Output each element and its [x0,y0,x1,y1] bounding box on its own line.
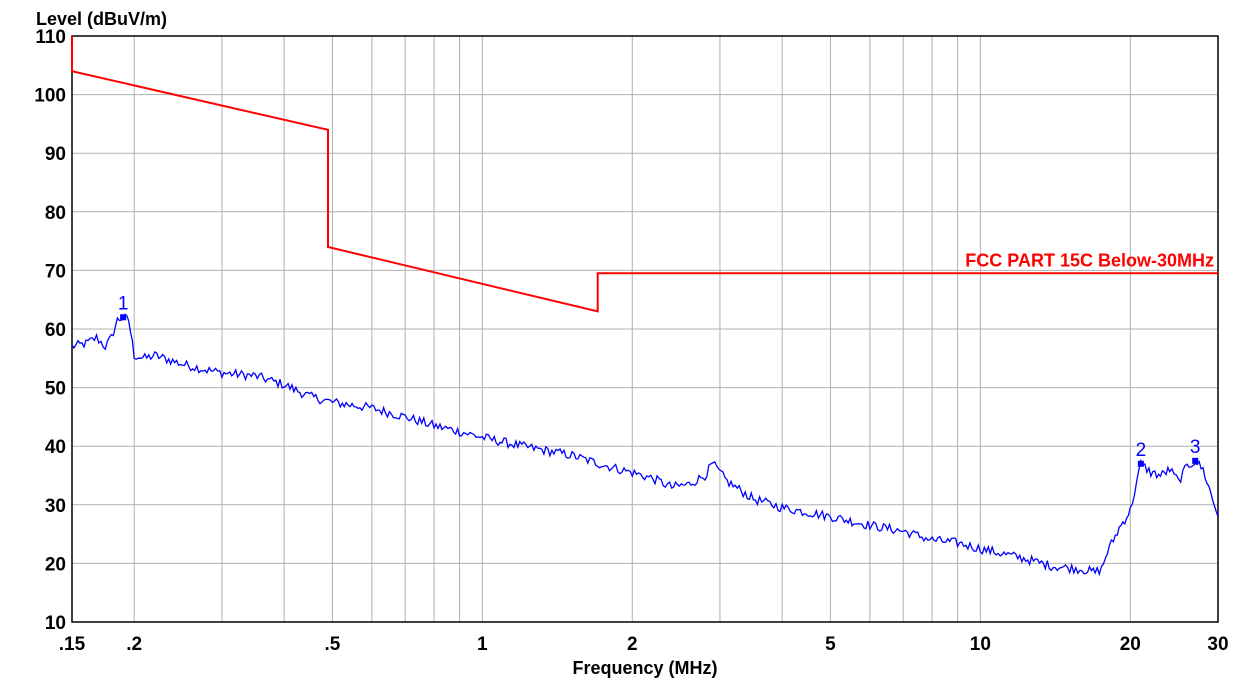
y-tick-label: 30 [45,496,66,517]
y-tick-label: 50 [45,379,66,400]
y-tick-label: 60 [45,320,66,341]
y-tick-label: 70 [45,261,66,282]
limit-line [71,36,1218,313]
y-tick-label: 100 [34,86,66,107]
x-axis-title: Frequency (MHz) [572,658,717,678]
x-tick-label: 2 [627,634,638,655]
y-axis-ticks: 10 20 30 40 50 60 70 80 90 100 110 [34,27,66,634]
y-tick-label: 20 [45,554,66,575]
x-tick-label: 30 [1207,634,1228,655]
peak-marker-label: 3 [1190,437,1201,458]
x-tick-label: .5 [324,634,340,655]
y-tick-label: 110 [35,27,66,48]
peak-marker-label: 1 [118,293,129,314]
peak-marker [1192,457,1199,464]
y-axis-title: Level (dBuV/m) [36,9,167,29]
x-tick-label: 1 [477,634,488,655]
y-tick-label: 80 [45,203,66,224]
limit-line-label: FCC PART 15C Below-30MHz [965,250,1214,270]
x-tick-label: .2 [126,634,142,655]
x-tick-label: .15 [59,634,86,655]
x-tick-label: 5 [825,634,836,655]
x-tick-label: 10 [970,634,991,655]
marker-group: 1 2 3 [118,293,1201,467]
peak-marker-label: 2 [1136,440,1147,461]
x-axis-ticks: .15 .2 .5 1 2 5 10 20 30 [59,634,1229,655]
peak-marker [1137,460,1144,467]
y-tick-label: 40 [45,437,66,458]
measurement-trace [71,313,1219,577]
series-group: FCC PART 15C Below-30MHz [71,36,1219,577]
x-tick-label: 20 [1120,634,1141,655]
plot-frame [71,35,1219,623]
y-tick-label: 10 [45,613,66,634]
peak-marker [120,314,127,321]
y-tick-label: 90 [45,144,66,165]
